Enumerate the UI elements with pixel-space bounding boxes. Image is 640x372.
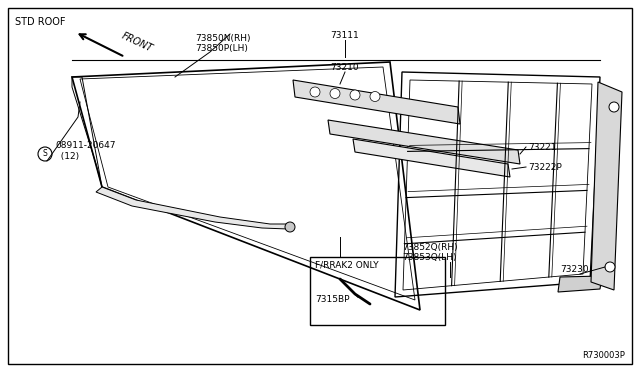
Text: 73852Q(RH)
73853Q(LH): 73852Q(RH) 73853Q(LH) [402,243,458,262]
Circle shape [330,89,340,99]
Text: R730003P: R730003P [582,351,625,360]
Circle shape [285,222,295,232]
Polygon shape [293,80,460,124]
Text: FRONT: FRONT [120,31,154,54]
Polygon shape [353,139,510,177]
Circle shape [609,102,619,112]
Text: 7315BP: 7315BP [315,295,349,304]
Text: 73111: 73111 [331,31,360,40]
Text: F/RRAK2 ONLY: F/RRAK2 ONLY [315,261,379,270]
Text: 73222P: 73222P [528,163,562,171]
Text: 73850N(RH)
73850P(LH): 73850N(RH) 73850P(LH) [195,34,250,54]
Circle shape [350,90,360,100]
Text: 73230: 73230 [560,265,589,274]
Text: 73210: 73210 [331,63,359,72]
Text: 73221: 73221 [528,142,557,151]
Text: S: S [43,150,47,158]
Circle shape [605,262,615,272]
Polygon shape [96,187,290,229]
Text: 08911-20647
  (12): 08911-20647 (12) [55,141,115,161]
Polygon shape [328,120,520,164]
Bar [310,257,445,325]
Circle shape [310,87,320,97]
Text: STD ROOF: STD ROOF [15,17,65,27]
Polygon shape [558,276,602,292]
Circle shape [370,92,380,102]
Polygon shape [591,82,622,290]
